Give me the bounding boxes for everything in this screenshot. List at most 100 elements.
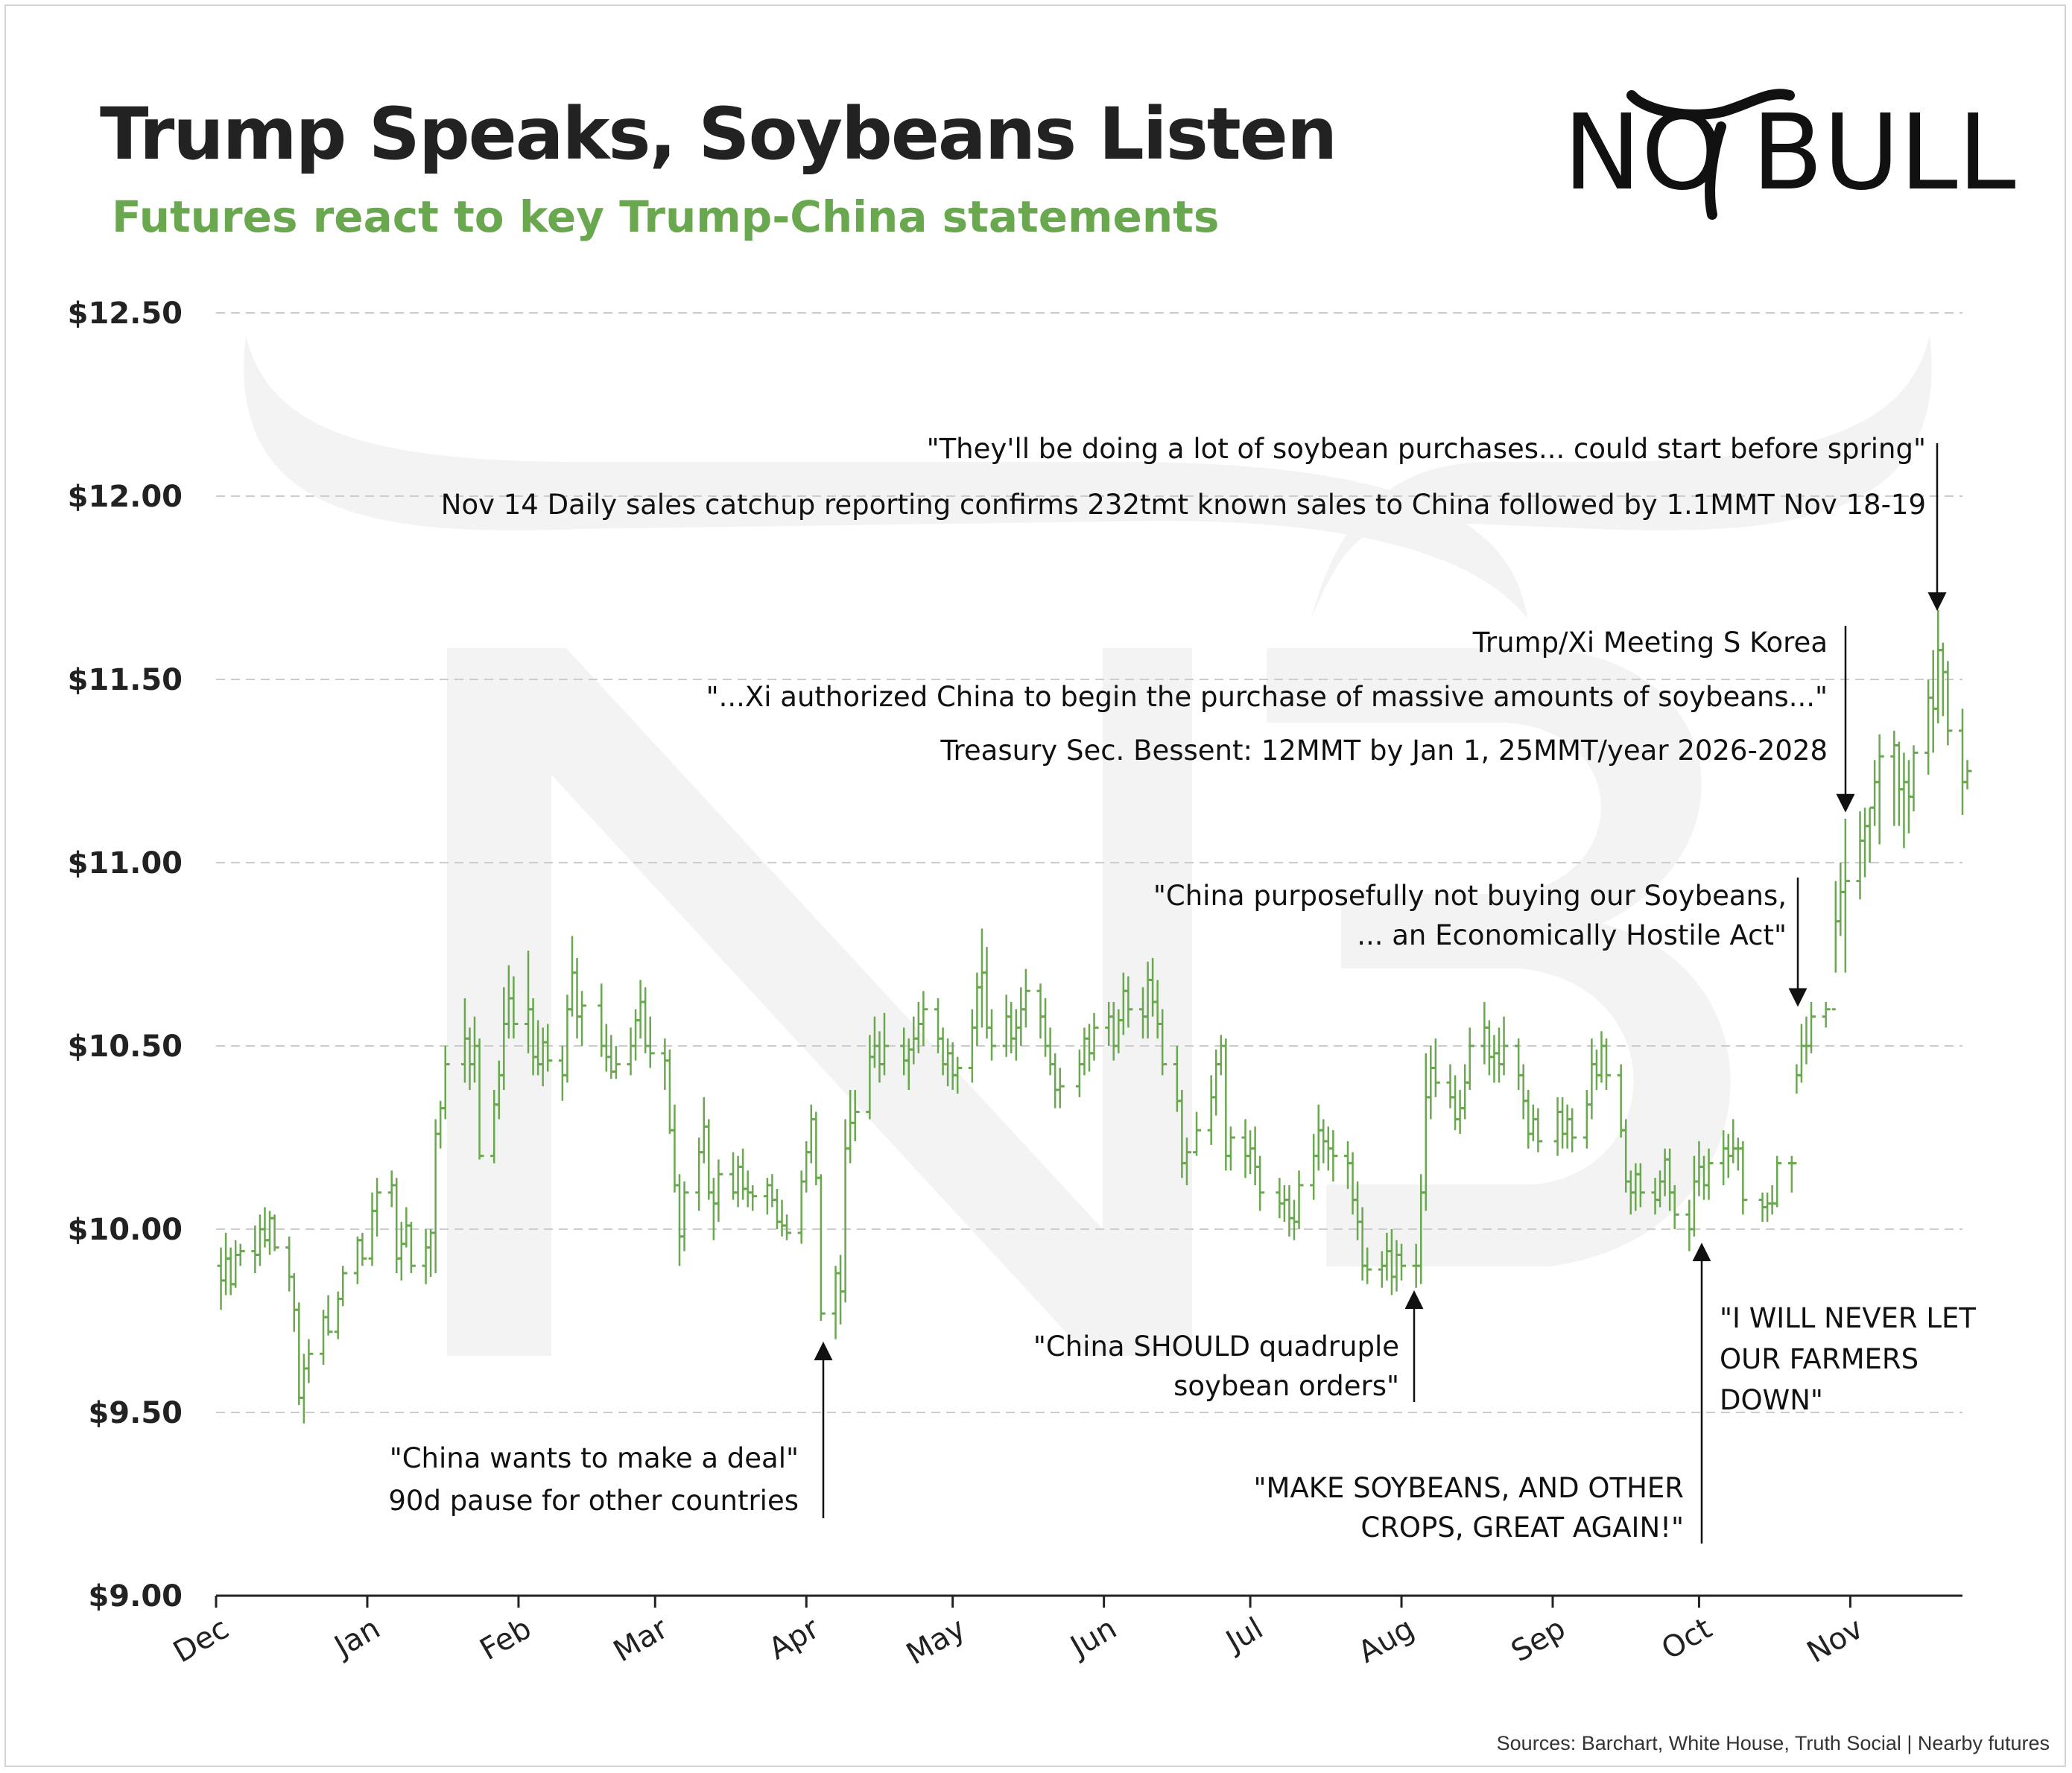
ohlc-bar bbox=[695, 1138, 704, 1211]
ohlc-bar bbox=[475, 1038, 484, 1160]
ohlc-bar bbox=[1910, 745, 1919, 812]
ohlc-bar bbox=[783, 1214, 792, 1240]
ohlc-bar bbox=[1241, 1119, 1250, 1179]
ohlc-bar bbox=[1276, 1178, 1284, 1219]
x-tick-label: Feb bbox=[475, 1611, 537, 1667]
y-tick-label: $9.00 bbox=[88, 1579, 183, 1614]
annotation-text: "China wants to make a deal" bbox=[390, 1442, 799, 1474]
ohlc-bar bbox=[636, 980, 645, 1039]
ohlc-bar bbox=[988, 1009, 997, 1061]
ohlc-bar bbox=[954, 1056, 963, 1094]
ohlc-bar bbox=[715, 1159, 723, 1222]
ohlc-bar bbox=[1182, 1138, 1191, 1185]
ohlc-bar bbox=[1875, 734, 1884, 845]
ohlc-bar bbox=[270, 1214, 279, 1252]
annotation: "MAKE SOYBEANS, AND OTHER CROPS, GREAT AG… bbox=[1254, 1243, 1711, 1544]
ohlc-bar bbox=[1363, 1247, 1372, 1284]
ohlc-bar bbox=[934, 998, 943, 1053]
annotation-text: OUR FARMERS bbox=[1720, 1343, 1919, 1375]
bull-horns-icon bbox=[1626, 89, 1795, 220]
annotation-text: "China purposefully not buying our Soybe… bbox=[1153, 880, 1787, 912]
ohlc-bar bbox=[256, 1214, 264, 1266]
ohlc-bar bbox=[1036, 983, 1045, 1039]
ohlc-bar bbox=[778, 1199, 787, 1237]
annotations: "They'll be doing a lot of soybean purch… bbox=[388, 433, 1976, 1544]
ohlc-bar bbox=[232, 1240, 241, 1288]
ohlc-bar bbox=[1603, 1038, 1612, 1091]
ohlc-bar bbox=[1670, 1184, 1679, 1229]
ohlc-bar bbox=[1500, 1016, 1509, 1076]
ohlc-bar bbox=[1871, 760, 1880, 826]
ohlc-bar bbox=[1051, 1053, 1060, 1108]
ohlc-bar bbox=[1046, 1027, 1055, 1076]
x-tick-label: Aug bbox=[1352, 1611, 1420, 1670]
ohlc-bar bbox=[812, 1111, 821, 1185]
ohlc-bar bbox=[802, 1141, 811, 1193]
ohlc-bar bbox=[1900, 752, 1909, 849]
annotation-text: Trump/Xi Meeting S Korea bbox=[1472, 627, 1828, 659]
ohlc-bar bbox=[700, 1097, 709, 1164]
ohlc-bar bbox=[602, 1024, 611, 1072]
page-subtitle: Futures react to key Trump-China stateme… bbox=[112, 191, 1220, 242]
ohlc-bar bbox=[680, 1182, 689, 1252]
ohlc-bar bbox=[1563, 1104, 1572, 1149]
ohlc-bar bbox=[676, 1174, 685, 1266]
ohlc-bar bbox=[261, 1207, 270, 1248]
annotation-text: "I WILL NEVER LET bbox=[1720, 1302, 1976, 1334]
ohlc-bar bbox=[831, 1266, 840, 1339]
ohlc-bar bbox=[1559, 1097, 1568, 1149]
ohlc-bar bbox=[1207, 1075, 1216, 1145]
ohlc-bar bbox=[1568, 1108, 1577, 1152]
annotation: "China purposefully not buying our Soybe… bbox=[1153, 878, 1808, 1007]
ohlc-bar bbox=[1314, 1104, 1323, 1171]
ohlc-bar bbox=[305, 1339, 314, 1383]
ohlc-bar bbox=[1217, 1035, 1226, 1076]
x-tick-label: Oct bbox=[1656, 1611, 1718, 1666]
ohlc-bar bbox=[1685, 1199, 1694, 1252]
ohlc-bar bbox=[983, 947, 992, 1039]
ohlc-bar bbox=[665, 1049, 674, 1135]
ohlc-bar bbox=[1124, 976, 1133, 1028]
ohlc-bar bbox=[353, 1236, 362, 1284]
ohlc-bar bbox=[1056, 1068, 1065, 1108]
ohlc-bar bbox=[1553, 1097, 1562, 1156]
x-tick-label: Jan bbox=[327, 1611, 386, 1665]
ohlc-bar bbox=[773, 1188, 782, 1229]
x-tick-label: Apr bbox=[763, 1611, 825, 1667]
annotation-text: CROPS, GREAT AGAIN!" bbox=[1360, 1512, 1684, 1544]
ohlc-bar bbox=[1080, 1027, 1089, 1076]
y-tick-label: $12.50 bbox=[68, 296, 183, 331]
annotation-text: DOWN" bbox=[1720, 1384, 1823, 1416]
ohlc-bar bbox=[1592, 1049, 1601, 1091]
ohlc-bar bbox=[1822, 1001, 1831, 1028]
annotation-text: 90d pause for other countries bbox=[388, 1485, 799, 1517]
brand-logo: NO BULL bbox=[1563, 89, 2016, 220]
ohlc-bar bbox=[1012, 1009, 1021, 1061]
grid-lines bbox=[216, 312, 1962, 1413]
ohlc-bar bbox=[217, 1247, 226, 1310]
ohlc-bar bbox=[1310, 1134, 1319, 1200]
ohlc-bar bbox=[841, 1119, 850, 1303]
ohlc-bar bbox=[1295, 1170, 1304, 1229]
ohlc-bar bbox=[1042, 998, 1051, 1057]
ohlc-bar bbox=[1837, 863, 1846, 936]
ohlc-bar bbox=[1246, 1130, 1255, 1175]
ohlc-bar bbox=[1588, 1038, 1597, 1120]
ohlc-bar bbox=[1451, 1075, 1460, 1131]
ohlc-bar bbox=[1086, 1024, 1094, 1072]
annotation: "China SHOULD quadruple soybean orders" bbox=[1033, 1290, 1424, 1402]
ohlc-bar bbox=[1924, 679, 1933, 775]
x-axis: Dec Jan Feb Mar Apr May Jun Jul Aug Sep Oct Nov bbox=[168, 1594, 1962, 1672]
ohlc-bar bbox=[1212, 1049, 1221, 1116]
ohlc-bar bbox=[1808, 1001, 1816, 1053]
ohlc-bar bbox=[1959, 708, 1967, 816]
ohlc-bar bbox=[1431, 1038, 1440, 1097]
x-tick-label: Jun bbox=[1063, 1611, 1123, 1666]
ohlc-bar bbox=[441, 1046, 450, 1120]
ohlc-bar bbox=[1466, 1027, 1474, 1091]
annotation-text: "MAKE SOYBEANS, AND OTHER bbox=[1254, 1472, 1684, 1504]
ohlc-bar bbox=[1344, 1141, 1353, 1189]
ohlc-bar bbox=[1787, 1155, 1796, 1193]
x-tick-label: Sep bbox=[1506, 1611, 1571, 1669]
ohlc-bar bbox=[1963, 760, 1972, 790]
